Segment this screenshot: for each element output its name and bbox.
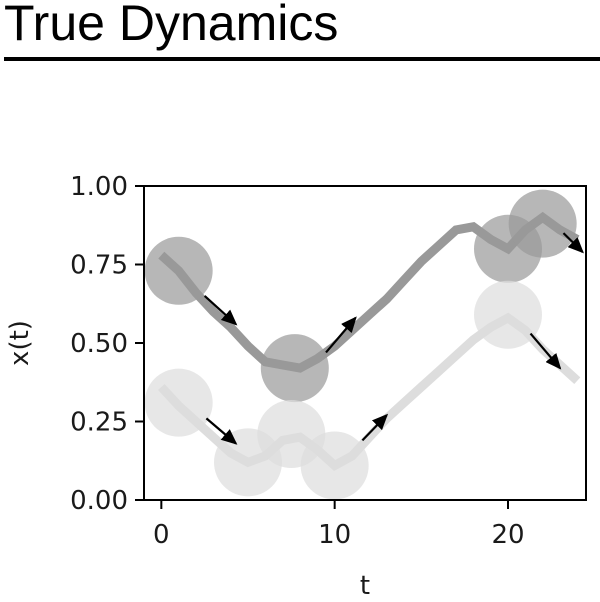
- series-1-marker-1: [144, 236, 213, 305]
- x-tick-label: 20: [491, 520, 524, 550]
- y-tick-label: 0.50: [70, 329, 128, 359]
- y-tick-label: 0.75: [70, 251, 128, 281]
- x-tick-label: 10: [318, 520, 351, 550]
- series-2-arrow-2: [361, 413, 389, 442]
- y-axis-label: x(t): [5, 320, 35, 366]
- series-1-arrow-3: [562, 232, 584, 254]
- series-1-arrow-1: [203, 295, 238, 326]
- series-2-marker-1: [144, 368, 213, 437]
- title-underline: [4, 57, 600, 61]
- series-2-marker-4: [300, 431, 369, 500]
- y-tick-label: 0.25: [70, 408, 128, 438]
- y-tick-label: 0.00: [70, 486, 128, 516]
- series-1-marker-2: [260, 334, 329, 403]
- series-2-arrow-3: [529, 332, 562, 370]
- page-title: True Dynamics: [4, 0, 339, 51]
- series-1-marker-4: [508, 189, 577, 258]
- x-tick-label: 0: [153, 520, 170, 550]
- series-1-arrow-2: [325, 316, 357, 354]
- x-axis-label: t: [360, 571, 370, 601]
- y-tick-label: 1.00: [70, 172, 128, 202]
- series-2-marker-5: [474, 280, 542, 349]
- series-2-arrow-1: [205, 417, 238, 445]
